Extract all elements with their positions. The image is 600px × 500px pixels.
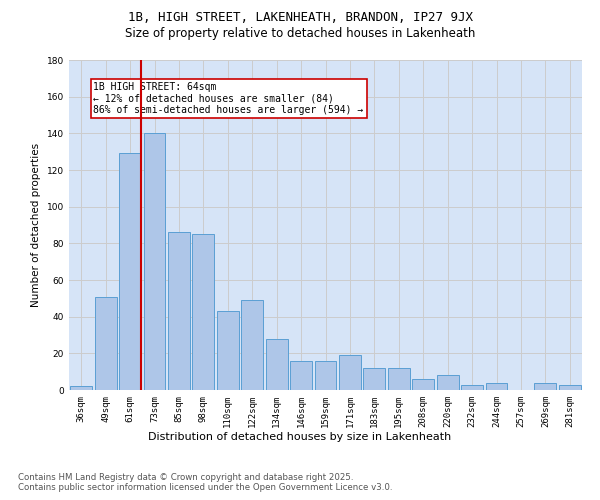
Bar: [559, 384, 581, 390]
Y-axis label: Number of detached properties: Number of detached properties: [31, 143, 41, 307]
Bar: [168, 232, 190, 390]
Bar: [461, 384, 483, 390]
Bar: [412, 379, 434, 390]
Bar: [193, 234, 214, 390]
Bar: [437, 376, 458, 390]
Text: 1B, HIGH STREET, LAKENHEATH, BRANDON, IP27 9JX: 1B, HIGH STREET, LAKENHEATH, BRANDON, IP…: [128, 11, 473, 24]
Bar: [485, 382, 508, 390]
Bar: [339, 355, 361, 390]
Bar: [364, 368, 385, 390]
Bar: [217, 311, 239, 390]
Text: Distribution of detached houses by size in Lakenheath: Distribution of detached houses by size …: [148, 432, 452, 442]
Bar: [314, 360, 337, 390]
Bar: [70, 386, 92, 390]
Bar: [95, 296, 116, 390]
Bar: [266, 338, 287, 390]
Bar: [535, 382, 556, 390]
Bar: [143, 134, 166, 390]
Text: Size of property relative to detached houses in Lakenheath: Size of property relative to detached ho…: [125, 28, 475, 40]
Text: 1B HIGH STREET: 64sqm
← 12% of detached houses are smaller (84)
86% of semi-deta: 1B HIGH STREET: 64sqm ← 12% of detached …: [94, 82, 364, 115]
Text: Contains HM Land Registry data © Crown copyright and database right 2025.
Contai: Contains HM Land Registry data © Crown c…: [18, 472, 392, 492]
Bar: [290, 360, 312, 390]
Bar: [388, 368, 410, 390]
Bar: [241, 300, 263, 390]
Bar: [119, 154, 141, 390]
